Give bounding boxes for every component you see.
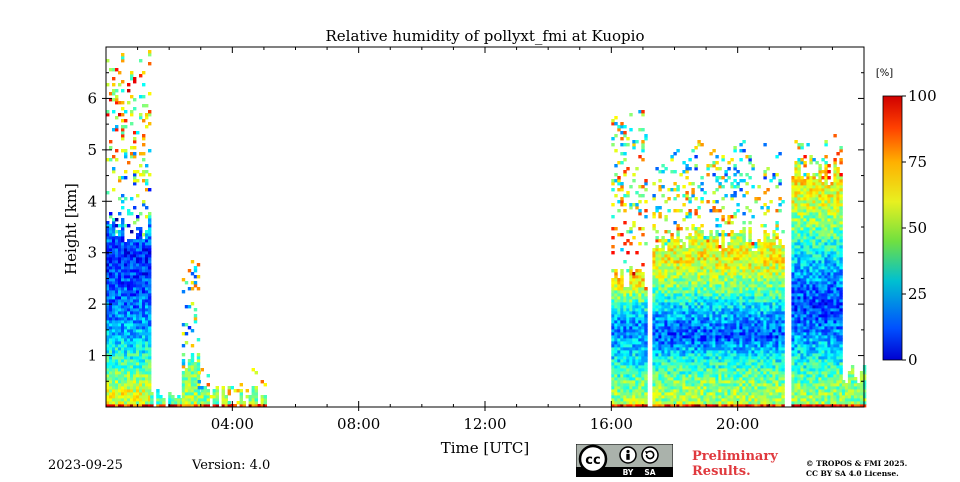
colorbar-ticks: 0 25 50 75 100: [902, 87, 937, 369]
y-tick-label: 5: [87, 141, 97, 159]
colorbar-tick-label: 25: [908, 285, 927, 303]
profile-block-2: [181, 260, 201, 408]
y-tick-label: 3: [87, 244, 97, 262]
sa-label: SA: [644, 468, 655, 477]
x-tick-label: 16:00: [590, 415, 633, 433]
humidity-heatmap: [106, 50, 867, 408]
y-tick-label: 4: [87, 192, 97, 210]
axes: 04:00 08:00 12:00 16:00 20:00 1 2 3 4 5 6: [87, 46, 865, 433]
measurement-date: 2023-09-25: [48, 458, 123, 473]
colorbar-tick-label: 50: [908, 219, 927, 237]
x-tick-label: 20:00: [716, 415, 759, 433]
y-axis-label: Height [km]: [62, 183, 80, 275]
by-icon: [619, 446, 637, 464]
x-axis-label: Time [UTC]: [441, 439, 530, 457]
preliminary-line-1: Preliminary: [692, 449, 778, 464]
profile-block-3: [197, 368, 267, 408]
processing-version: Version: 4.0: [192, 458, 271, 473]
colorbar: [882, 95, 903, 361]
profile-block-1: [150, 389, 184, 408]
colorbar-tick-label: 100: [908, 87, 937, 105]
y-tick-label: 1: [87, 347, 97, 365]
copyright-line-2: CC BY SA 4.0 License.: [806, 469, 899, 478]
x-tick-label: 12:00: [463, 415, 506, 433]
copyright-notice: © TROPOS & FMI 2025. CC BY SA 4.0 Licens…: [806, 459, 907, 479]
y-tick-label: 2: [87, 295, 97, 313]
x-tick-label: 08:00: [337, 415, 380, 433]
preliminary-line-2: Results.: [692, 464, 751, 479]
profile-block-5: [652, 140, 785, 408]
profile-block-4: [611, 110, 648, 408]
y-tick-label: 6: [87, 89, 97, 107]
profile-block-7: [841, 365, 867, 408]
profile-block-0: [106, 50, 152, 408]
copyright-line-1: © TROPOS & FMI 2025.: [806, 459, 908, 468]
preliminary-notice: Preliminary Results.: [692, 449, 778, 479]
cc-icon: cc: [578, 444, 608, 474]
by-label: BY: [623, 468, 634, 477]
x-tick-label: 04:00: [211, 415, 254, 433]
sa-icon: [641, 446, 659, 464]
colorbar-tick-label: 0: [908, 351, 918, 369]
profile-block-6: [791, 134, 843, 408]
colorbar-tick-label: 75: [908, 153, 927, 171]
cc-license-badge: cc BY SA: [575, 443, 674, 478]
colorbar-unit-label: [%]: [876, 68, 893, 79]
chart-title: Relative humidity of pollyxt_fmi at Kuop…: [326, 27, 645, 45]
